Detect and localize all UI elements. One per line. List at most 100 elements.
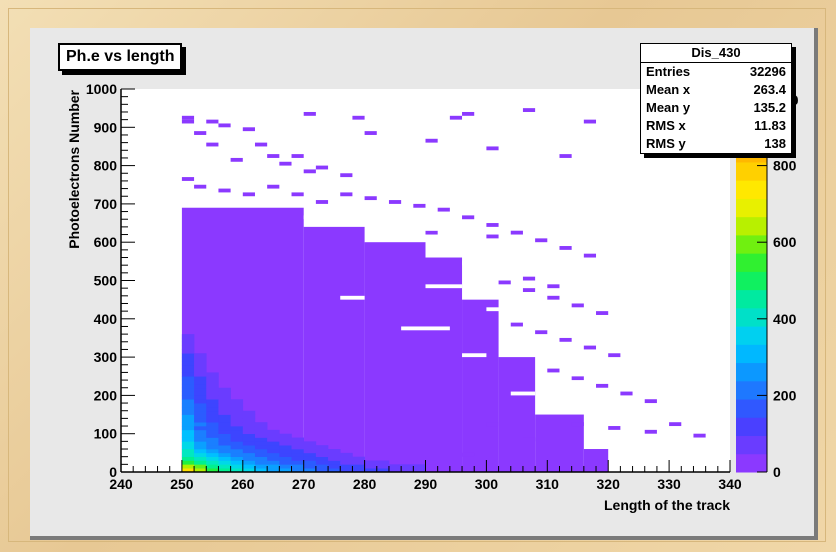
heatmap-cell — [218, 426, 231, 431]
heatmap-cell — [181, 406, 195, 412]
y-tick-label: 700 — [94, 196, 118, 212]
heatmap-cell — [230, 429, 244, 434]
heatmap-gap — [510, 391, 536, 396]
heatmap-cell — [315, 452, 329, 457]
heatmap-cell — [218, 418, 231, 423]
heatmap-cell — [388, 468, 402, 473]
heatmap-gap — [303, 215, 341, 220]
heatmap-cell — [194, 464, 207, 469]
y-tick-label: 500 — [94, 273, 118, 289]
heatmap-cell — [254, 452, 268, 457]
heatmap-cells — [121, 89, 730, 473]
colorbar-tick-label: 600 — [773, 234, 797, 250]
heatmap-cell — [181, 334, 195, 339]
heatmap-cell — [194, 449, 207, 454]
heatmap-cell — [181, 345, 195, 350]
heatmap-cell — [218, 188, 231, 193]
heatmap-gap — [425, 284, 463, 289]
heatmap-cell — [218, 429, 231, 434]
x-tick-label: 320 — [597, 476, 621, 492]
stats-box: Dis_430 Entries 32296 Mean x 263.4 Mean … — [640, 43, 792, 154]
heatmap-cell — [194, 414, 207, 419]
heatmap-cell — [181, 372, 195, 377]
heatmap-cell — [462, 299, 499, 472]
heatmap-cell — [194, 380, 207, 385]
heatmap-cell — [388, 200, 402, 204]
heatmap-cell — [267, 445, 280, 450]
heatmap-cell — [583, 345, 597, 350]
heatmap-cell — [230, 422, 244, 427]
heatmap-cell — [352, 460, 365, 465]
heatmap-cell — [352, 456, 365, 461]
y-tick-label: 300 — [94, 349, 118, 365]
heatmap-cell — [218, 456, 231, 461]
heatmap-cell — [267, 460, 280, 465]
heatmap-cell — [206, 387, 219, 392]
heatmap-cell — [206, 406, 219, 412]
heatmap-cell — [218, 460, 231, 465]
heatmap-cell — [181, 177, 195, 181]
heatmap-cell — [206, 142, 219, 147]
heatmap-gap — [388, 226, 438, 231]
heatmap-cell — [230, 460, 244, 465]
heatmap-cell — [230, 464, 244, 469]
heatmap-gap — [425, 249, 450, 254]
heatmap-cell — [279, 445, 292, 450]
heatmap-cell — [230, 410, 244, 415]
heatmap-cell — [291, 464, 304, 469]
heatmap-cell — [279, 468, 292, 473]
heatmap-cell — [206, 119, 219, 124]
colorbar-segment — [736, 417, 767, 437]
heatmap-cell — [206, 464, 219, 469]
heatmap-cell — [254, 456, 268, 461]
heatmap-cell — [583, 119, 597, 124]
heatmap-cell — [315, 449, 329, 454]
colorbar-segment — [736, 435, 767, 455]
colorbar-segment — [736, 216, 767, 236]
heatmap-cell — [181, 395, 195, 400]
heatmap-cell — [267, 452, 280, 457]
heatmap-cell — [206, 445, 219, 450]
heatmap-cell — [303, 449, 317, 454]
heatmap-cell — [218, 452, 231, 457]
heatmap-cell — [364, 196, 377, 201]
heatmap-cell — [510, 230, 523, 235]
colorbar-tick-label: 400 — [773, 311, 797, 327]
heatmap-cell — [571, 303, 584, 308]
heatmap-cell — [242, 192, 255, 197]
heatmap-cell — [194, 426, 207, 431]
heatmap-cell — [364, 468, 378, 473]
colorbar-tick-label: 0 — [773, 464, 781, 480]
heatmap-cell — [254, 449, 268, 454]
heatmap-cell — [206, 422, 219, 427]
heatmap-cell — [230, 406, 244, 412]
heatmap-cell — [218, 437, 231, 442]
heatmap-cell — [340, 173, 353, 178]
heatmap-cell — [340, 452, 353, 457]
heatmap-cell — [462, 452, 475, 457]
heatmap-cell — [230, 414, 244, 419]
heatmap-cell — [279, 433, 292, 438]
heatmap-cell — [230, 445, 244, 450]
heatmap-cell — [303, 468, 317, 473]
heatmap-cell — [194, 372, 207, 377]
heatmap-cell — [194, 422, 207, 427]
heatmap-cell — [303, 441, 317, 446]
heatmap-cell — [291, 456, 304, 461]
heatmap-cell — [571, 422, 584, 427]
heatmap-cell — [181, 468, 195, 473]
heatmap-cell — [242, 429, 256, 434]
heatmap-cell — [522, 276, 536, 281]
heatmap-cell — [291, 460, 304, 465]
stats-value: 32296 — [749, 64, 786, 79]
heatmap-cell — [291, 154, 304, 158]
heatmap-cell — [218, 464, 231, 469]
heatmap-cell — [364, 464, 378, 469]
heatmap-cell — [413, 468, 426, 473]
heatmap-cell — [206, 468, 219, 473]
heatmap-cell — [254, 429, 268, 434]
heatmap-cell — [181, 399, 195, 404]
heatmap-cell — [608, 426, 621, 430]
heatmap-cell — [352, 115, 365, 120]
heatmap-cell — [206, 441, 219, 446]
